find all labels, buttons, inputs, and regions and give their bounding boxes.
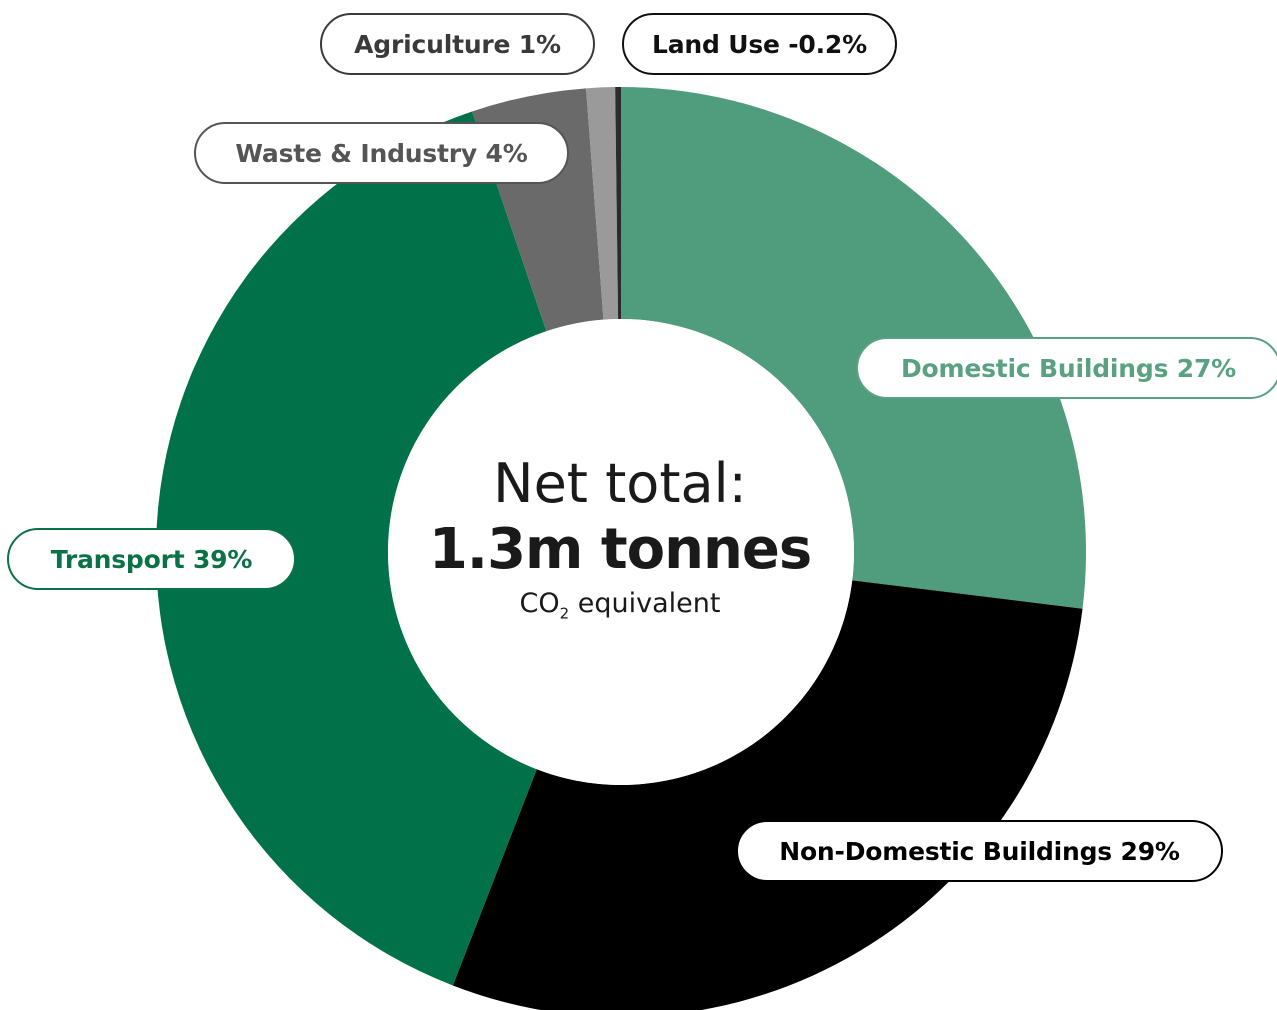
net-total-heading: Net total: [493,452,747,515]
donut-slice-land-use [615,87,621,320]
land-use-label: Land Use -0.2% [622,13,897,75]
unit-prefix: CO [519,588,560,619]
waste-industry-label: Waste & Industry 4% [194,122,569,184]
donut-slice-agriculture [586,87,619,320]
unit-label: CO2 equivalent [390,584,850,633]
donut-slice-transport [155,111,547,986]
domestic-buildings-label: Domestic Buildings 27% [856,337,1277,399]
donut-slice-domestic-buildings [621,87,1086,609]
transport-label: Transport 39% [7,528,296,590]
unit-suffix: equivalent [569,588,721,619]
center-label: Net total: 1.3m tonnes CO2 equivalent [390,452,850,633]
donut-hole [388,319,854,785]
unit-subscript: 2 [559,604,570,623]
net-total-value: 1.3m tonnes [428,517,812,582]
non-domestic-buildings-label: Non-Domestic Buildings 29% [736,820,1223,882]
agriculture-label: Agriculture 1% [320,13,595,75]
donut-slice-non-domestic-buildings [452,580,1083,1010]
